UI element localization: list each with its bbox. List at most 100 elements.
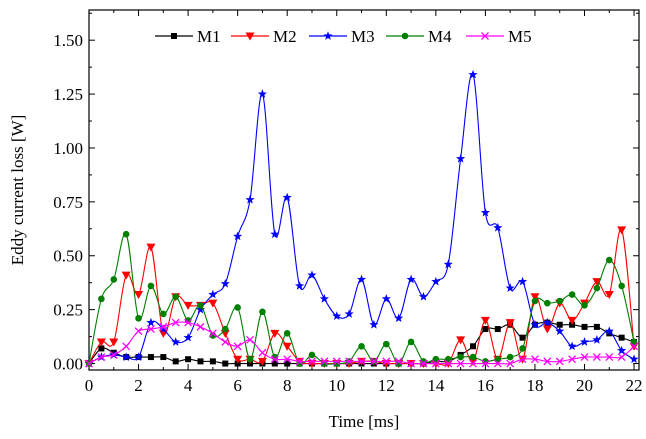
data-point-m5	[605, 353, 614, 362]
data-point-m3	[195, 304, 206, 314]
data-point-m4	[531, 297, 539, 305]
x-tick-label: 0	[85, 376, 94, 395]
data-point-m4	[98, 295, 105, 303]
data-point-m5	[568, 355, 577, 364]
data-point-m2	[530, 293, 540, 302]
data-point-m3	[356, 274, 367, 284]
data-point-m1	[160, 354, 167, 361]
x-tick-label: 16	[477, 376, 494, 395]
data-point-m5	[394, 357, 403, 366]
data-point-m2	[456, 336, 466, 345]
data-point-m5	[246, 335, 254, 344]
data-point-m1	[593, 323, 600, 330]
x-tick-label: 20	[576, 376, 593, 395]
data-point-m2	[208, 299, 218, 308]
data-point-m4	[234, 304, 241, 311]
data-point-m5	[270, 355, 279, 364]
data-point-m1	[618, 334, 625, 341]
data-point-m5	[184, 318, 193, 327]
data-point-m4	[308, 351, 316, 359]
series-line-m5	[88, 321, 635, 365]
data-point-m3	[319, 294, 329, 303]
data-point-m4	[147, 282, 155, 290]
legend-item-m2: M2	[231, 27, 297, 46]
data-point-m2	[567, 316, 577, 325]
data-point-m3	[592, 335, 602, 344]
data-point-m2	[233, 355, 243, 364]
data-point-m5	[369, 357, 378, 366]
data-point-m3	[505, 283, 515, 292]
legend-marker-m3	[323, 31, 333, 40]
data-point-m5	[295, 357, 304, 366]
data-point-m2	[542, 325, 552, 334]
y-tick-label: 1.25	[53, 85, 83, 104]
data-point-m3	[295, 281, 305, 290]
data-point-m5	[481, 359, 490, 368]
data-point-m3	[307, 270, 317, 280]
data-point-m2	[134, 291, 144, 300]
data-point-m4	[407, 338, 415, 346]
data-point-m3	[171, 337, 181, 346]
data-point-m5	[419, 359, 428, 368]
axis-ticks: 0 2 4 6 8 10 12 14 16 18 20 22 0.00 0.25 0.50 0.75 1.00 1…	[53, 10, 643, 395]
data-point-m2	[109, 338, 119, 347]
data-point-m3	[468, 69, 478, 79]
data-point-m5	[345, 357, 354, 366]
x-tick-label: 14	[427, 376, 445, 395]
data-point-m4	[160, 310, 167, 318]
data-point-m2	[307, 360, 317, 369]
data-point-m4	[568, 291, 576, 298]
data-point-m1	[482, 326, 489, 333]
data-point-m3	[629, 354, 639, 364]
data-point-m3	[220, 278, 230, 288]
data-point-m3	[146, 317, 156, 327]
legend-item-m5: M5	[466, 27, 532, 46]
data-point-m1	[222, 360, 229, 367]
data-point-m4	[630, 338, 638, 346]
data-point-m5	[146, 325, 155, 334]
legend-label-m3: M3	[351, 27, 375, 46]
data-point-m3	[517, 276, 528, 286]
data-point-m4	[506, 353, 514, 361]
data-point-m2	[270, 329, 280, 338]
data-point-m3	[133, 352, 144, 361]
x-tick-label: 6	[233, 376, 242, 395]
legend-label-m1: M1	[197, 27, 221, 46]
data-point-m3	[480, 207, 490, 217]
data-point-m2	[96, 338, 106, 347]
data-point-m5	[431, 359, 440, 368]
data-point-m1	[470, 343, 477, 350]
legend-marker-m4	[401, 32, 409, 40]
data-point-m4	[221, 325, 229, 333]
data-point-m5	[530, 355, 539, 364]
data-point-m5	[208, 329, 217, 338]
data-point-m1	[209, 358, 216, 365]
data-point-m3	[418, 291, 429, 301]
data-point-m3	[369, 319, 379, 329]
data-point-m3	[431, 276, 441, 286]
data-point-m2	[480, 316, 490, 325]
x-axis-title: Time [ms]	[329, 412, 400, 431]
x-tick-label: 4	[184, 376, 193, 395]
data-point-m5	[109, 350, 118, 359]
data-point-m2	[257, 357, 267, 366]
data-point-m2	[282, 342, 292, 351]
data-point-m5	[233, 342, 242, 351]
x-tick-label: 8	[283, 376, 292, 395]
legend-item-m1: M1	[155, 27, 221, 46]
data-point-m3	[381, 294, 391, 303]
data-point-m5	[196, 322, 205, 331]
data-point-m3	[406, 274, 416, 284]
legend: M1 M2 M3 M4 M5	[155, 27, 532, 46]
data-point-m4	[172, 293, 180, 301]
data-point-m3	[542, 317, 552, 327]
y-tick-label: 0.75	[53, 193, 83, 212]
data-point-m1	[581, 323, 588, 330]
data-point-m5	[456, 359, 465, 368]
data-point-m4	[494, 355, 502, 363]
data-point-m3	[183, 332, 193, 342]
y-tick-label: 0.50	[53, 247, 83, 266]
y-tick-label: 0.00	[53, 355, 83, 374]
x-tick-label: 10	[328, 376, 345, 395]
data-point-m3	[233, 231, 243, 241]
